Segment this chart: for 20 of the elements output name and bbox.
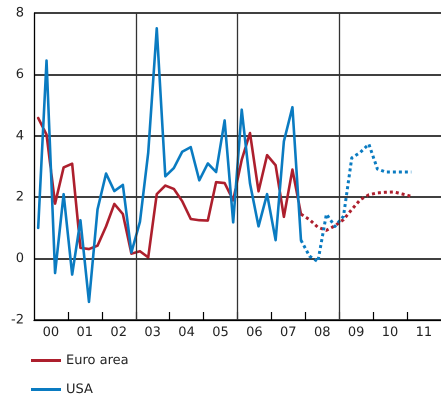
x-tick-label: 03 <box>144 325 161 340</box>
y-tick-label: 6 <box>16 66 24 82</box>
x-tick-label: 01 <box>76 325 94 340</box>
y-tick-label: 0 <box>16 251 24 266</box>
x-tick-label: 06 <box>246 325 263 340</box>
y-tick-label: 2 <box>16 190 24 205</box>
legend-label: Euro area <box>66 353 129 368</box>
legend-label: USA <box>66 382 94 397</box>
x-tick-label: 04 <box>178 325 195 340</box>
x-tick-label: 10 <box>382 325 398 340</box>
y-tick-label: 4 <box>16 128 24 144</box>
x-tick-label: 09 <box>348 325 364 340</box>
x-tick-label: 07 <box>280 325 297 340</box>
x-tick-label: 05 <box>212 325 229 340</box>
x-tick-label: 02 <box>110 325 127 340</box>
y-tick-label: 8 <box>16 6 24 20</box>
x-tick-label: 00 <box>42 325 60 340</box>
x-tick-label: 11 <box>416 325 432 340</box>
x-tick-label: 08 <box>314 325 331 340</box>
y-tick-label: -2 <box>11 312 24 328</box>
